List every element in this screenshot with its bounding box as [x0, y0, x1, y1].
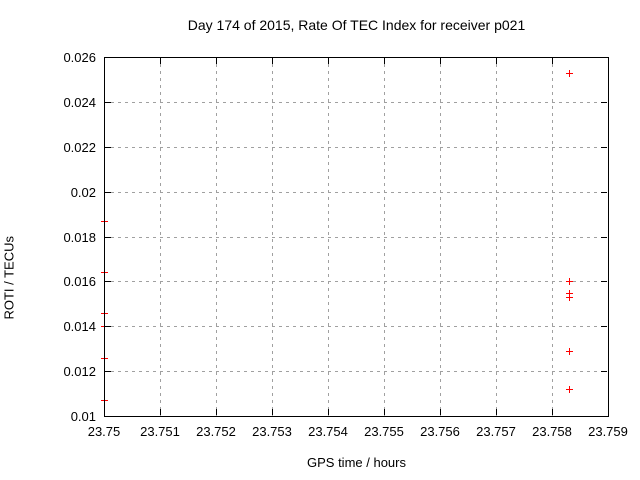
y-axis-tick-right — [601, 281, 607, 282]
x-tick-label: 23.755 — [364, 424, 404, 439]
data-point-marker — [569, 348, 570, 355]
x-axis-tick-top — [328, 58, 329, 64]
x-axis-tick-top — [552, 58, 553, 64]
y-axis-tick-right — [601, 102, 607, 103]
y-axis-tick-left — [105, 371, 111, 372]
x-tick-label: 23.752 — [196, 424, 236, 439]
x-axis-tick-bottom — [384, 409, 385, 415]
grid-line-horizontal — [104, 147, 608, 148]
data-point-marker — [569, 386, 570, 393]
grid-line-vertical — [552, 57, 553, 416]
grid-line-vertical — [440, 57, 441, 416]
grid-line-horizontal — [104, 102, 608, 103]
x-axis-tick-bottom — [328, 409, 329, 415]
data-point-marker — [569, 290, 570, 297]
x-axis-tick-bottom — [552, 409, 553, 415]
y-axis-tick-left — [105, 147, 111, 148]
x-axis-tick-top — [160, 58, 161, 64]
x-tick-label: 23.757 — [476, 424, 516, 439]
x-axis-tick-top — [272, 58, 273, 64]
x-tick-label: 23.754 — [308, 424, 348, 439]
y-axis-tick-right — [601, 326, 607, 327]
data-point-marker — [569, 294, 570, 301]
y-tick-label: 0.026 — [63, 50, 96, 65]
y-axis-tick-right — [601, 416, 607, 417]
x-axis-title: GPS time / hours — [307, 455, 406, 470]
y-axis-tick-right — [601, 237, 607, 238]
y-tick-label: 0.02 — [70, 185, 96, 200]
y-axis-tick-left — [105, 416, 111, 417]
x-axis-tick-top — [216, 58, 217, 64]
grid-line-vertical — [496, 57, 497, 416]
x-axis-tick-top — [496, 58, 497, 64]
chart-title: Day 174 of 2015, Rate Of TEC Index for r… — [187, 17, 526, 33]
y-tick-label: 0.016 — [63, 274, 96, 289]
y-axis-title-text: ROTI / TECUs — [1, 235, 16, 320]
y-tick-label: 0.022 — [63, 140, 96, 155]
x-axis-tick-bottom — [496, 409, 497, 415]
x-tick-label: 23.758 — [532, 424, 572, 439]
y-axis-tick-left — [105, 192, 111, 193]
y-axis-tick-left — [105, 281, 111, 282]
x-tick-label: 23.759 — [588, 424, 628, 439]
y-axis-tick-left — [105, 57, 111, 58]
y-tick-label: 0.012 — [63, 364, 96, 379]
y-axis-tick-right — [601, 192, 607, 193]
x-axis-tick-bottom — [104, 409, 105, 415]
x-tick-label: 23.75 — [87, 424, 121, 439]
grid-line-vertical — [160, 57, 161, 416]
grid-line-horizontal — [104, 281, 608, 282]
grid-line-horizontal — [104, 192, 608, 193]
y-tick-label: 0.018 — [63, 230, 96, 245]
y-tick-label: 0.024 — [63, 95, 96, 110]
grid-line-vertical — [216, 57, 217, 416]
y-axis-tick-right — [601, 57, 607, 58]
x-axis-tick-top — [608, 58, 609, 64]
x-tick-label: 23.753 — [252, 424, 292, 439]
y-axis-tick-right — [601, 147, 607, 148]
data-point-marker — [569, 278, 570, 285]
x-tick-label: 23.751 — [140, 424, 180, 439]
grid-line-vertical — [328, 57, 329, 416]
y-tick-label: 0.01 — [70, 409, 96, 424]
y-axis-tick-left — [105, 237, 111, 238]
x-axis-tick-bottom — [608, 409, 609, 415]
data-point-marker — [569, 70, 570, 77]
x-axis-tick-bottom — [272, 409, 273, 415]
grid-line-horizontal — [104, 371, 608, 372]
x-axis-tick-top — [104, 58, 105, 64]
y-axis-tick-left — [105, 102, 111, 103]
x-axis-tick-bottom — [160, 409, 161, 415]
grid-line-horizontal — [104, 326, 608, 327]
y-axis-tick-right — [601, 371, 607, 372]
plot-area-border — [104, 57, 609, 417]
y-tick-label: 0.014 — [63, 319, 96, 334]
x-axis-tick-bottom — [440, 409, 441, 415]
x-axis-tick-bottom — [216, 409, 217, 415]
x-axis-tick-top — [384, 58, 385, 64]
grid-line-vertical — [384, 57, 385, 416]
x-axis-tick-top — [440, 58, 441, 64]
grid-line-horizontal — [104, 237, 608, 238]
x-tick-label: 23.756 — [420, 424, 460, 439]
grid-line-vertical — [272, 57, 273, 416]
y-axis-tick-left — [105, 326, 111, 327]
